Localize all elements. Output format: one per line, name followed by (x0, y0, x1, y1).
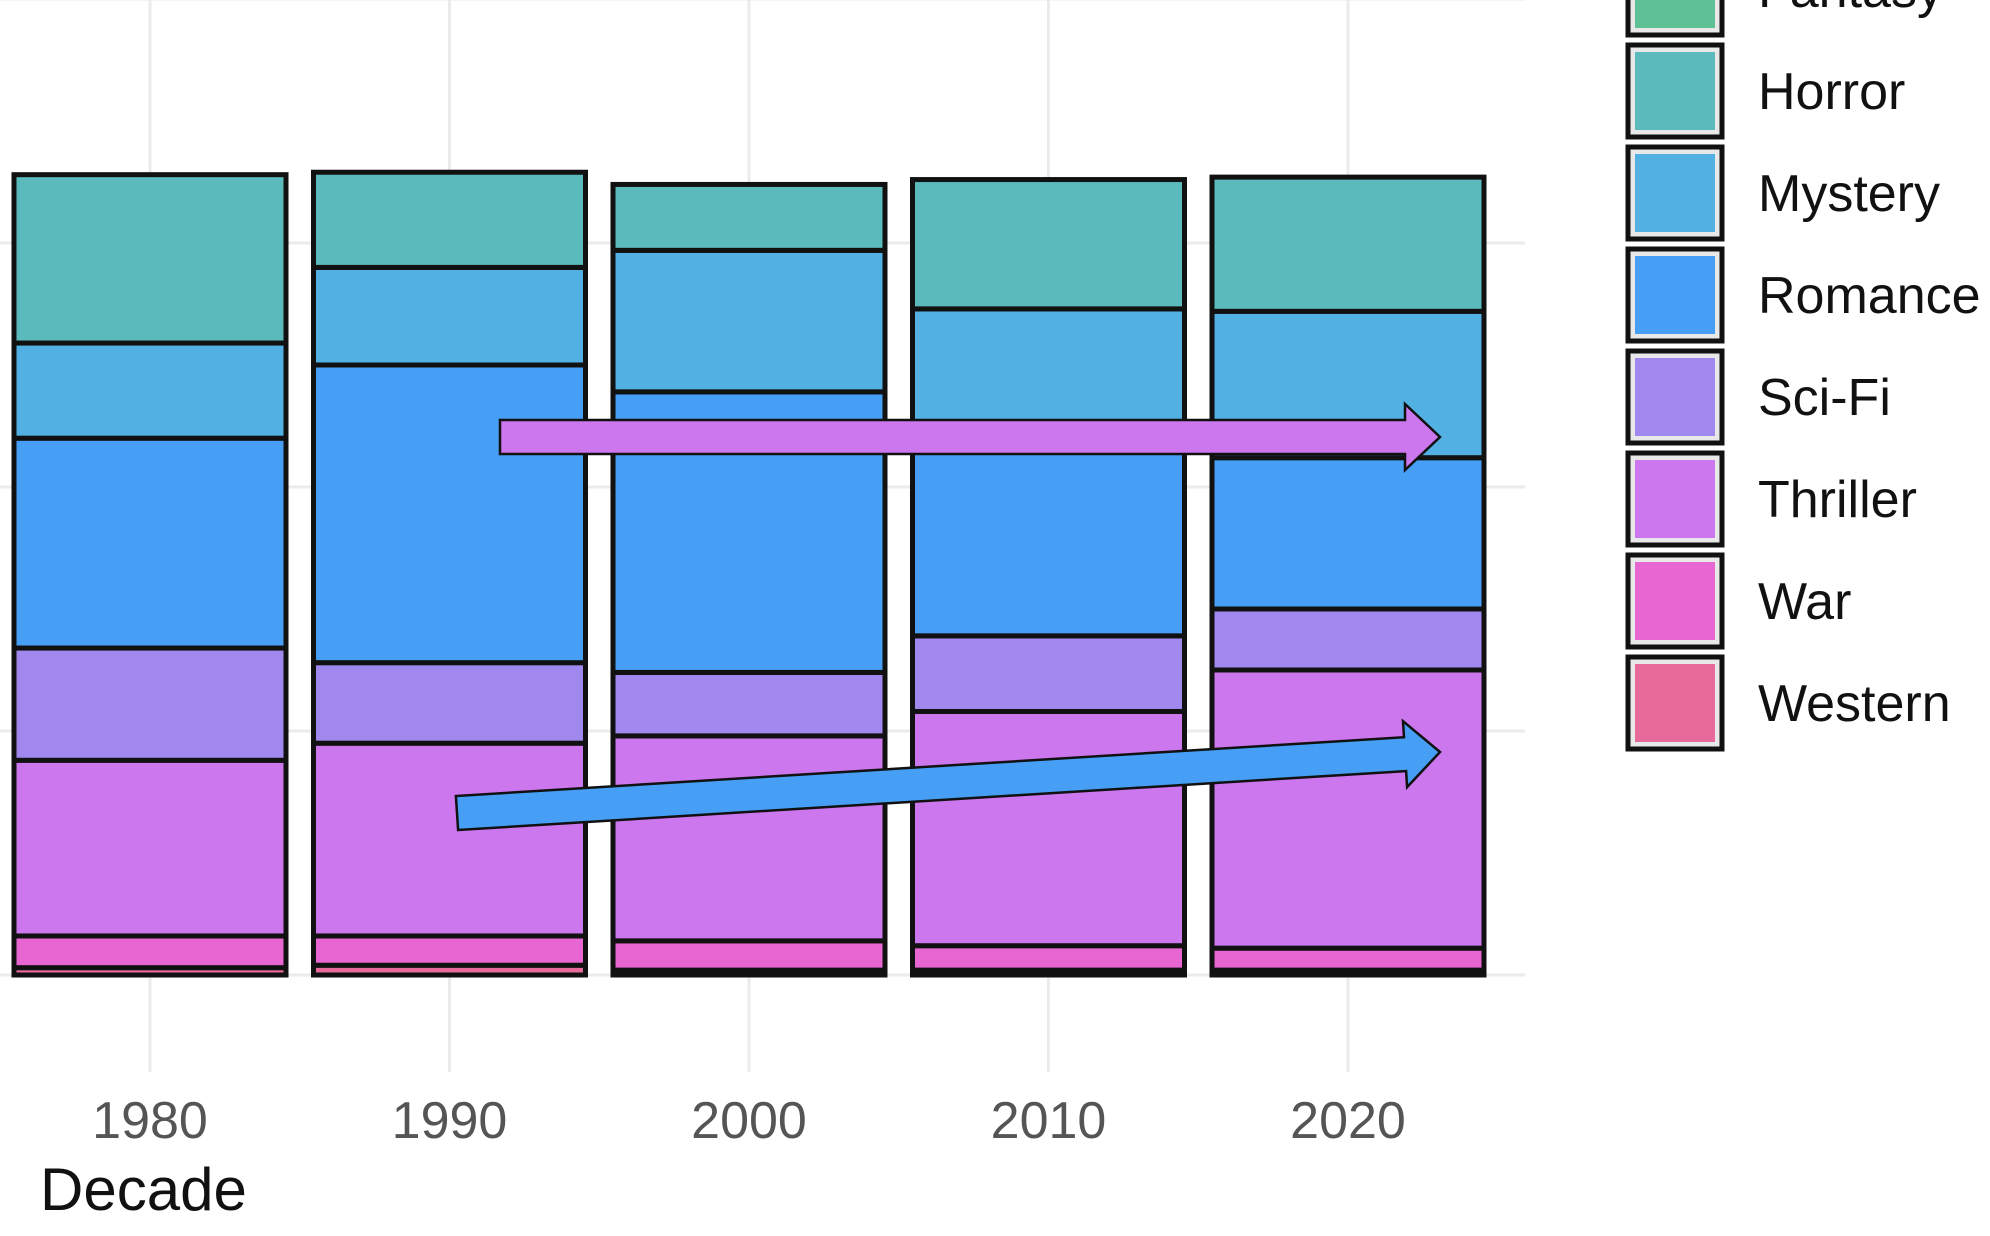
annotation-arrows (454, 401, 1442, 832)
x-tick-label-1980: 1980 (92, 1092, 208, 1150)
legend-swatch-mystery (1635, 154, 1715, 232)
bar-segment-romance-1980 (11, 435, 289, 651)
bar-segment-sci-fi-2020 (1209, 606, 1487, 673)
bar-segment-war-2020 (1209, 945, 1487, 973)
bar-segment-horror-2000 (610, 181, 888, 253)
x-tick-label-2000: 2000 (691, 1092, 807, 1150)
bar-segment-romance-1990 (311, 362, 588, 666)
legend-label-romance: Romance (1758, 267, 1981, 325)
legend-swatch-fantasy (1635, 0, 1715, 28)
bar-segment-horror-2020 (1209, 174, 1487, 314)
bar-segment-thriller-2000 (610, 733, 888, 944)
legend-swatch-horror (1635, 52, 1715, 130)
bar-segment-romance-2010 (910, 447, 1187, 639)
legend-item-thriller: Thriller (1625, 450, 1917, 548)
bar-stack-2000 (610, 181, 888, 978)
legend-label-thriller: Thriller (1758, 471, 1917, 529)
romance-trend-arrow (454, 718, 1442, 832)
bar-segment-sci-fi-2000 (610, 669, 888, 739)
bar-segment-sci-fi-1980 (11, 645, 289, 763)
legend-item-war: War (1625, 552, 1851, 650)
legend-swatch-western (1635, 664, 1715, 742)
legend-label-sci-fi: Sci-Fi (1758, 369, 1891, 427)
x-tick-label-2010: 2010 (991, 1092, 1107, 1150)
bar-segment-war-2010 (910, 943, 1187, 973)
x-axis-title: Decade (40, 1156, 247, 1223)
bar-stack-1990 (311, 169, 588, 978)
legend-item-romance: Romance (1625, 246, 1981, 344)
bar-segment-mystery-1990 (311, 264, 588, 368)
x-tick-labels: 1980 1990 2000 2010 2020 (92, 1092, 1406, 1150)
bar-segment-sci-fi-2010 (910, 633, 1187, 714)
bar-segment-mystery-1980 (11, 340, 289, 441)
x-tick-label-1990: 1990 (392, 1092, 508, 1150)
legend-item-western: Western (1625, 654, 1951, 752)
legend-swatch-war (1635, 562, 1715, 640)
bar-segment-horror-2010 (910, 177, 1187, 312)
bar-segment-thriller-2010 (910, 708, 1187, 949)
bar-segment-war-2000 (610, 938, 888, 973)
x-tick-label-2020: 2020 (1290, 1092, 1406, 1150)
bar-segment-sci-fi-1990 (311, 660, 588, 746)
legend-swatch-romance (1635, 256, 1715, 334)
bar-segment-war-1990 (311, 933, 588, 968)
legend-swatch-thriller (1635, 460, 1715, 538)
bar-stack-2010 (910, 177, 1187, 978)
bar-segment-horror-1980 (11, 172, 289, 346)
bar-segment-thriller-1980 (11, 757, 289, 939)
legend-label-western: Western (1758, 675, 1951, 733)
bar-segment-horror-1990 (311, 169, 588, 270)
legend-label-horror: Horror (1758, 63, 1905, 121)
bar-segment-thriller-2020 (1209, 667, 1487, 951)
bar-segment-thriller-1990 (311, 740, 588, 939)
bar-segment-romance-2020 (1209, 455, 1487, 612)
legend-item-sci-fi: Sci-Fi (1625, 348, 1891, 446)
legend-label-mystery: Mystery (1758, 165, 1940, 223)
legend-item-horror: Horror (1625, 42, 1905, 140)
thriller-trend-arrow (498, 401, 1442, 473)
legend-item-fantasy: Fantasy (1625, 0, 1943, 38)
bar-segment-war-1980 (11, 933, 289, 971)
legend-label-fantasy: Fantasy (1758, 0, 1943, 19)
bar-stack-2020 (1209, 174, 1487, 978)
bars (11, 169, 1487, 978)
legend-item-mystery: Mystery (1625, 144, 1940, 242)
bar-segment-mystery-2000 (610, 247, 888, 395)
bar-stack-1980 (11, 172, 289, 978)
legend: Fantasy Horror Mystery Romance Sci-Fi Thrille… (1625, 0, 1981, 752)
legend-swatch-sci-fi (1635, 358, 1715, 436)
legend-label-war: War (1758, 573, 1851, 631)
